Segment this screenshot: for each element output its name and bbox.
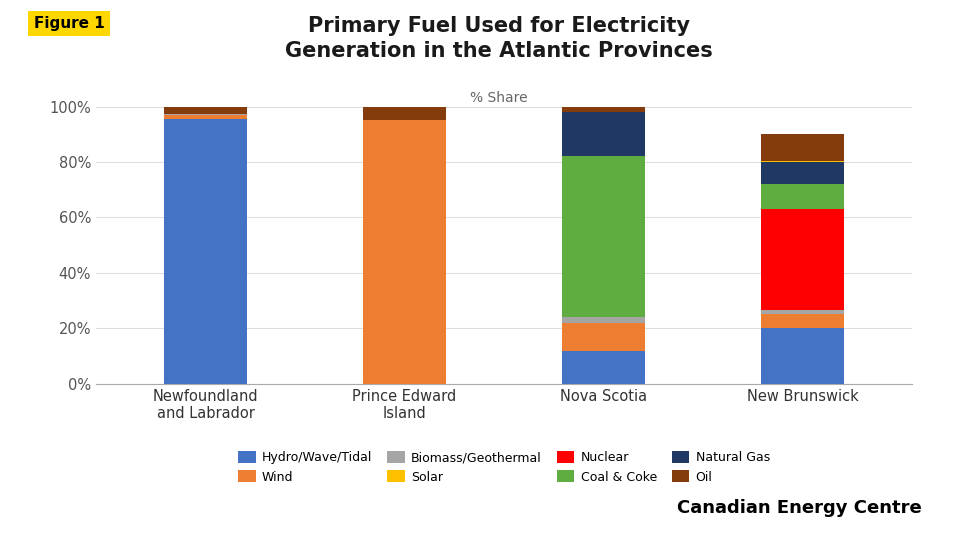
Bar bbox=[760, 328, 845, 384]
Legend: Hydro/Wave/Tidal, Wind, Biomass/Geothermal, Solar, Nuclear, Coal & Coke, Natural: Hydro/Wave/Tidal, Wind, Biomass/Geotherm… bbox=[238, 451, 770, 484]
Bar bbox=[760, 209, 845, 310]
Bar bbox=[562, 112, 645, 157]
Text: Primary Fuel Used for Electricity
Generation in the Atlantic Provinces: Primary Fuel Used for Electricity Genera… bbox=[285, 16, 713, 61]
Bar bbox=[562, 323, 645, 351]
Text: Figure 1: Figure 1 bbox=[34, 16, 105, 31]
Bar bbox=[760, 160, 845, 162]
Bar bbox=[363, 107, 446, 120]
Bar bbox=[562, 317, 645, 323]
Bar bbox=[760, 134, 845, 160]
Bar bbox=[760, 310, 845, 314]
Bar bbox=[562, 157, 645, 317]
Bar bbox=[163, 114, 248, 115]
Bar bbox=[760, 184, 845, 209]
Bar bbox=[760, 314, 845, 328]
Text: Canadian Energy Centre: Canadian Energy Centre bbox=[677, 499, 922, 517]
Bar bbox=[760, 162, 845, 184]
Text: % Share: % Share bbox=[470, 91, 528, 104]
Bar bbox=[363, 120, 446, 384]
Bar bbox=[562, 107, 645, 112]
Bar bbox=[163, 107, 248, 114]
Bar bbox=[562, 351, 645, 384]
Bar bbox=[163, 115, 248, 119]
Bar bbox=[163, 119, 248, 384]
